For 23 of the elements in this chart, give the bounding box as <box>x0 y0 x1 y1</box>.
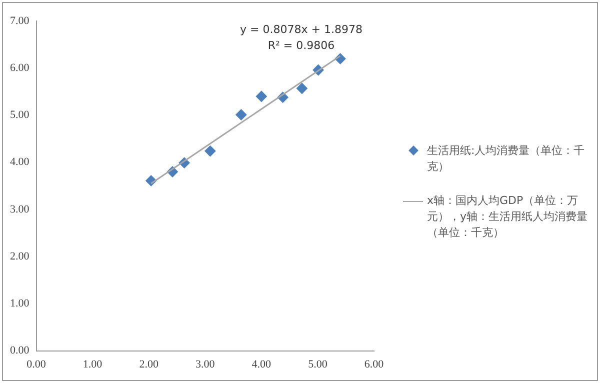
x-tick-label: 3.00 <box>196 358 216 370</box>
y-tick-label: 0.00 <box>10 344 30 357</box>
annotation: R² = 0.9806 <box>268 39 335 52</box>
point <box>296 82 308 94</box>
x-tick-label: 6.00 <box>364 358 384 370</box>
point <box>236 109 247 120</box>
point <box>256 90 267 102</box>
x-tick-label: 1.00 <box>82 358 103 370</box>
point <box>204 146 216 157</box>
y-tick-label: 2.00 <box>10 250 30 262</box>
x-tick-label: 2.00 <box>139 358 159 370</box>
y-tick-label: 5.00 <box>10 109 30 122</box>
y-tick-label: 1.00 <box>10 298 30 310</box>
legend-label: 生活用纸:人均消费量（单位：千克） <box>427 143 586 175</box>
x-tick-label: 5.00 <box>308 358 328 370</box>
y-tick-label: 3.00 <box>10 203 30 216</box>
legend-label: x轴：国内人均GDP（单位：万元），y轴：生活用纸人均消费量（单位：千克） <box>427 193 589 241</box>
annotation: y = 0.8078x + 1.8978 <box>240 23 362 36</box>
x-tick-label: 4.00 <box>252 358 272 370</box>
y-tick-label: 4.00 <box>10 156 30 168</box>
x-tick-label: 0.00 <box>26 358 46 370</box>
y-tick-label: 6.00 <box>10 62 30 74</box>
y-tick-label: 7.00 <box>10 14 30 27</box>
